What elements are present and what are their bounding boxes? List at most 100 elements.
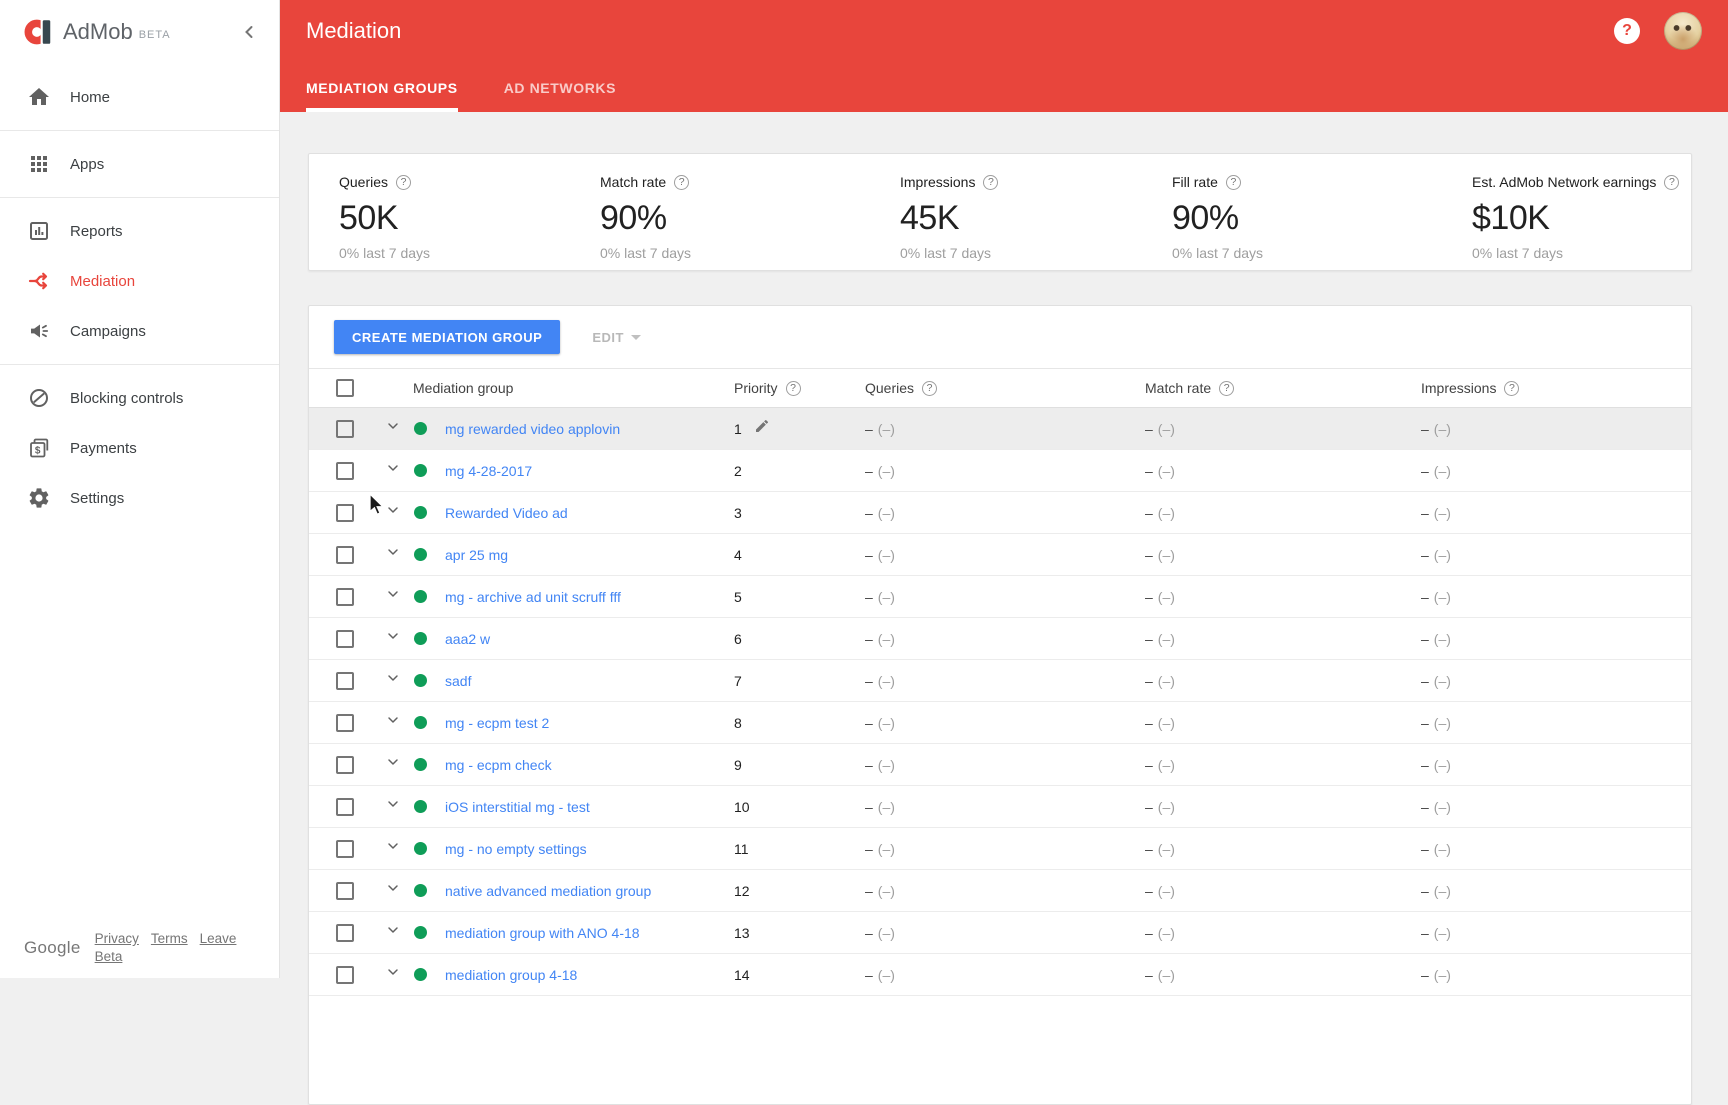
priority-value: 13: [734, 924, 750, 941]
sidebar-item-settings[interactable]: Settings: [0, 473, 279, 523]
expand-row[interactable]: [385, 618, 401, 659]
stat-subtitle: 0% last 7 days: [600, 245, 692, 261]
sidebar-item-apps[interactable]: Apps: [0, 139, 279, 189]
expand-row[interactable]: [385, 828, 401, 869]
help-icon[interactable]: ?: [396, 174, 412, 190]
table-row: mediation group 4-18 14 – (–) – (–) – (–): [309, 954, 1691, 996]
help-icon[interactable]: ?: [1504, 380, 1520, 396]
sidebar-item-payments[interactable]: $ Payments: [0, 423, 279, 473]
sidebar-item-campaigns[interactable]: Campaigns: [0, 306, 279, 356]
select-all-checkbox[interactable]: [336, 379, 354, 397]
row-checkbox[interactable]: [336, 881, 354, 900]
expand-row[interactable]: [385, 786, 401, 827]
mediation-group-link[interactable]: mediation group with ANO 4-18: [445, 924, 640, 941]
expand-row[interactable]: [385, 492, 401, 533]
expand-row[interactable]: [385, 408, 401, 449]
mediation-icon: [27, 269, 51, 293]
sidebar-item-home[interactable]: Home: [0, 72, 279, 122]
mediation-group-link[interactable]: Rewarded Video ad: [445, 504, 568, 521]
row-checkbox[interactable]: [336, 629, 354, 648]
mediation-group-link[interactable]: iOS interstitial mg - test: [445, 798, 590, 815]
expand-row[interactable]: [385, 870, 401, 911]
row-checkbox[interactable]: [336, 461, 354, 480]
match-rate-value: – (–): [1145, 504, 1175, 521]
match-rate-value: – (–): [1145, 840, 1175, 857]
help-icon[interactable]: ?: [1225, 174, 1241, 190]
help-icon[interactable]: ?: [1614, 18, 1640, 44]
row-checkbox[interactable]: [336, 755, 354, 774]
help-icon[interactable]: ?: [1219, 380, 1235, 396]
match-rate-value: – (–): [1145, 672, 1175, 689]
row-checkbox[interactable]: [336, 839, 354, 858]
help-icon[interactable]: ?: [674, 174, 690, 190]
row-checkbox[interactable]: [336, 923, 354, 942]
chevron-down-icon: [385, 586, 401, 607]
footer-link-leave-beta[interactable]: Leave Beta: [94, 931, 237, 964]
mediation-group-link[interactable]: sadf: [445, 672, 472, 689]
row-checkbox[interactable]: [336, 503, 354, 522]
help-icon[interactable]: ?: [1664, 174, 1680, 190]
edit-button[interactable]: EDIT: [586, 329, 647, 346]
create-mediation-group-button[interactable]: CREATE MEDIATION GROUP: [334, 320, 561, 354]
footer-link-privacy[interactable]: Privacy: [94, 931, 139, 946]
queries-value: – (–): [865, 882, 895, 899]
expand-row[interactable]: [385, 912, 401, 953]
stat-queries: Queries? 50K 0% last 7 days: [339, 174, 431, 261]
edit-priority-pencil-icon[interactable]: [742, 418, 770, 439]
expand-row[interactable]: [385, 576, 401, 617]
mediation-group-link[interactable]: mg rewarded video applovin: [445, 420, 621, 437]
row-checkbox[interactable]: [336, 965, 354, 984]
status-enabled-dot: [414, 716, 427, 729]
expand-row[interactable]: [385, 744, 401, 785]
mediation-group-link[interactable]: native advanced mediation group: [445, 882, 652, 899]
sidebar-collapse-icon[interactable]: [237, 20, 261, 44]
expand-row[interactable]: [385, 534, 401, 575]
queries-value: – (–): [865, 546, 895, 563]
sidebar-item-reports[interactable]: Reports: [0, 206, 279, 256]
row-checkbox[interactable]: [336, 671, 354, 690]
table-toolbar: CREATE MEDIATION GROUP EDIT: [309, 306, 1691, 368]
table-row: Rewarded Video ad 3 – (–) – (–) – (–): [309, 492, 1691, 534]
mediation-group-link[interactable]: mg - ecpm check: [445, 756, 552, 773]
tab-ad-networks[interactable]: AD NETWORKS: [503, 80, 617, 96]
row-checkbox[interactable]: [336, 545, 354, 564]
mediation-group-link[interactable]: mg - archive ad unit scruff fff: [445, 588, 621, 605]
table-row: aaa2 w 6 – (–) – (–) – (–): [309, 618, 1691, 660]
table-row: mg - no empty settings 11 – (–) – (–) – (–): [309, 828, 1691, 870]
avatar[interactable]: [1664, 12, 1702, 50]
sidebar-item-blocking-controls[interactable]: Blocking controls: [0, 373, 279, 423]
impressions-value: – (–): [1421, 630, 1451, 647]
brand-name: AdMob: [63, 18, 133, 44]
table-row: sadf 7 – (–) – (–) – (–): [309, 660, 1691, 702]
row-checkbox[interactable]: [336, 713, 354, 732]
mediation-group-link[interactable]: mg - no empty settings: [445, 840, 587, 857]
row-checkbox[interactable]: [336, 587, 354, 606]
priority-value: 2: [734, 462, 742, 479]
help-icon[interactable]: ?: [922, 380, 938, 396]
mediation-group-link[interactable]: mediation group 4-18: [445, 966, 578, 983]
footer-link-terms[interactable]: Terms: [150, 931, 188, 946]
mediation-group-link[interactable]: aaa2 w: [445, 630, 491, 647]
expand-row[interactable]: [385, 702, 401, 743]
expand-row[interactable]: [385, 954, 401, 995]
row-checkbox[interactable]: [336, 419, 354, 438]
row-checkbox[interactable]: [336, 797, 354, 816]
help-icon[interactable]: ?: [983, 174, 999, 190]
queries-value: – (–): [865, 798, 895, 815]
blocking-icon: [27, 386, 51, 410]
mediation-group-link[interactable]: mg 4-28-2017: [445, 462, 533, 479]
mediation-group-link[interactable]: apr 25 mg: [445, 546, 509, 563]
tab-mediation-groups[interactable]: MEDIATION GROUPS: [306, 64, 458, 112]
mediation-group-link[interactable]: mg - ecpm test 2: [445, 714, 550, 731]
sidebar-footer: Google Privacy Terms Leave Beta: [24, 930, 279, 966]
column-header-priority: Priority?: [734, 369, 801, 407]
priority-value: 6: [734, 630, 742, 647]
sidebar-item-mediation[interactable]: Mediation: [0, 256, 279, 306]
help-icon[interactable]: ?: [785, 380, 801, 396]
chevron-down-icon: [385, 502, 401, 523]
expand-row[interactable]: [385, 660, 401, 701]
expand-row[interactable]: [385, 450, 401, 491]
queries-value: – (–): [865, 588, 895, 605]
table-row: apr 25 mg 4 – (–) – (–) – (–): [309, 534, 1691, 576]
column-header-impressions: Impressions?: [1421, 369, 1520, 407]
